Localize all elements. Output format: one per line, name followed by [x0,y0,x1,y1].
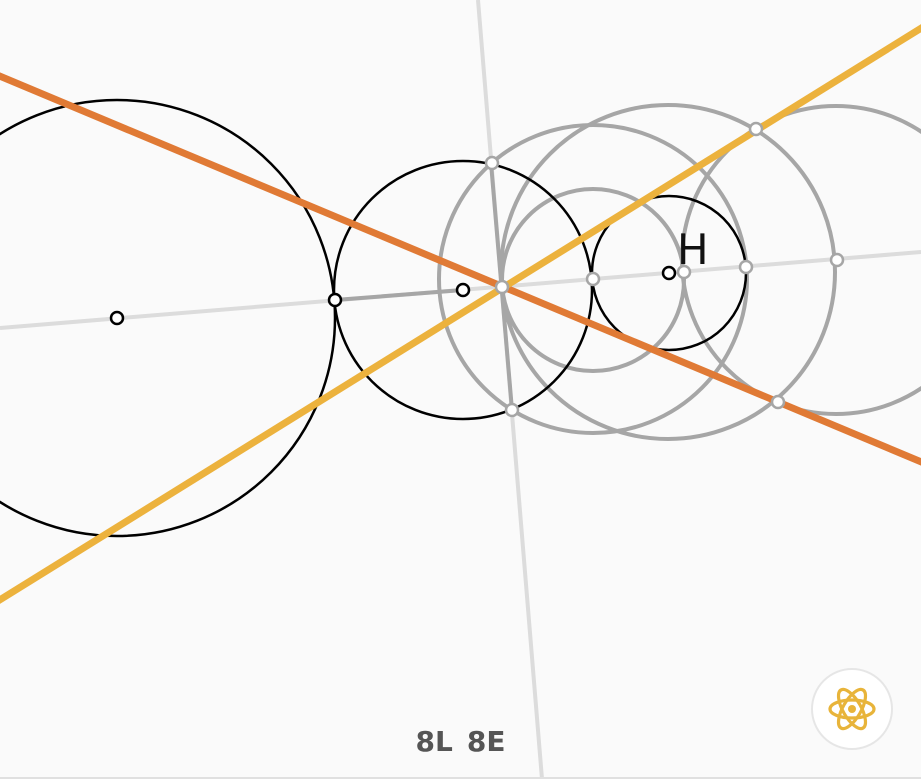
gray-points [484,121,845,418]
moves-count: 8L [415,725,453,758]
gray-point[interactable] [738,259,754,275]
point-label-h: H [677,225,709,274]
yellow-line [0,24,921,604]
construction-segment [334,288,464,302]
black-point[interactable] [109,310,125,326]
hint-button[interactable] [811,668,893,750]
point-h[interactable] [661,265,677,281]
gray-point[interactable] [748,121,764,137]
level-score: 8L 8E [0,725,921,758]
atom-icon [828,687,876,731]
gray-point[interactable] [829,252,845,268]
black-point[interactable] [327,292,343,308]
black-circle-large [0,98,337,538]
gray-point[interactable] [504,402,520,418]
gray-point[interactable] [676,264,692,280]
elements-count: 8E [466,725,506,758]
black-circle-medium [332,159,594,421]
black-points [109,265,677,326]
black-point[interactable] [455,282,471,298]
gray-point[interactable] [770,394,786,410]
gray-point[interactable] [484,155,500,171]
gray-point[interactable] [494,279,510,295]
gray-point[interactable] [585,271,601,287]
bottom-divider [0,777,921,779]
